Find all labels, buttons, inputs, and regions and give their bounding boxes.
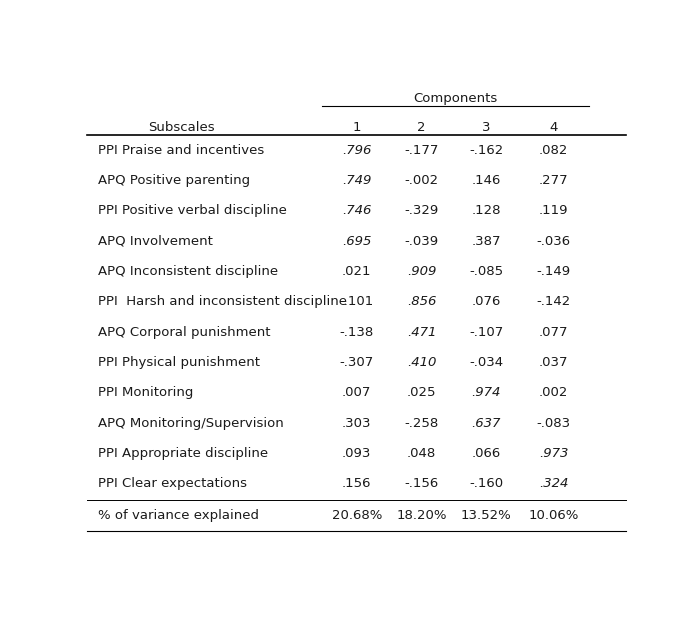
Text: .471: .471 (406, 326, 436, 339)
Text: -.142: -.142 (537, 295, 571, 308)
Text: .077: .077 (539, 326, 569, 339)
Text: -.083: -.083 (537, 417, 571, 430)
Text: .387: .387 (471, 235, 501, 248)
Text: PPI  Harsh and inconsistent discipline: PPI Harsh and inconsistent discipline (97, 295, 347, 308)
Text: PPI Clear expectations: PPI Clear expectations (97, 477, 247, 490)
Text: .082: .082 (539, 144, 568, 157)
Text: APQ Corporal punishment: APQ Corporal punishment (97, 326, 270, 339)
Text: -.258: -.258 (404, 417, 438, 430)
Text: .093: .093 (342, 447, 372, 460)
Text: 2: 2 (417, 120, 426, 134)
Text: -.085: -.085 (469, 265, 503, 278)
Text: -.307: -.307 (340, 356, 374, 369)
Text: 1: 1 (352, 120, 361, 134)
Text: -.036: -.036 (537, 235, 571, 248)
Text: .909: .909 (406, 265, 436, 278)
Text: PPI Praise and incentives: PPI Praise and incentives (97, 144, 264, 157)
Text: 20.68%: 20.68% (331, 509, 382, 522)
Text: Components: Components (413, 92, 497, 105)
Text: PPI Physical punishment: PPI Physical punishment (97, 356, 260, 369)
Text: .025: .025 (406, 386, 436, 399)
Text: 18.20%: 18.20% (396, 509, 447, 522)
Text: APQ Inconsistent discipline: APQ Inconsistent discipline (97, 265, 278, 278)
Text: -.156: -.156 (404, 477, 438, 490)
Text: -.101: -.101 (340, 295, 374, 308)
Text: .856: .856 (406, 295, 436, 308)
Text: -.107: -.107 (469, 326, 503, 339)
Text: .037: .037 (539, 356, 569, 369)
Text: APQ Positive parenting: APQ Positive parenting (97, 174, 250, 187)
Text: Subscales: Subscales (148, 120, 214, 134)
Text: .796: .796 (342, 144, 372, 157)
Text: .303: .303 (342, 417, 372, 430)
Text: .021: .021 (342, 265, 372, 278)
Text: 13.52%: 13.52% (461, 509, 512, 522)
Text: % of variance explained: % of variance explained (97, 509, 259, 522)
Text: 4: 4 (549, 120, 557, 134)
Text: .324: .324 (539, 477, 568, 490)
Text: -.138: -.138 (340, 326, 374, 339)
Text: -.162: -.162 (469, 144, 503, 157)
Text: .277: .277 (539, 174, 569, 187)
Text: .048: .048 (406, 447, 436, 460)
Text: .076: .076 (471, 295, 501, 308)
Text: .146: .146 (471, 174, 501, 187)
Text: .695: .695 (342, 235, 372, 248)
Text: .156: .156 (342, 477, 372, 490)
Text: APQ Monitoring/Supervision: APQ Monitoring/Supervision (97, 417, 283, 430)
Text: -.329: -.329 (404, 204, 438, 217)
Text: 10.06%: 10.06% (528, 509, 579, 522)
Text: .128: .128 (471, 204, 501, 217)
Text: .066: .066 (471, 447, 501, 460)
Text: -.149: -.149 (537, 265, 571, 278)
Text: APQ Involvement: APQ Involvement (97, 235, 213, 248)
Text: -.177: -.177 (404, 144, 438, 157)
Text: -.002: -.002 (404, 174, 438, 187)
Text: 3: 3 (482, 120, 491, 134)
Text: -.039: -.039 (404, 235, 438, 248)
Text: .746: .746 (342, 204, 372, 217)
Text: .119: .119 (539, 204, 569, 217)
Text: .002: .002 (539, 386, 568, 399)
Text: .410: .410 (406, 356, 436, 369)
Text: PPI Monitoring: PPI Monitoring (97, 386, 193, 399)
Text: .974: .974 (471, 386, 501, 399)
Text: -.034: -.034 (469, 356, 503, 369)
Text: PPI Positive verbal discipline: PPI Positive verbal discipline (97, 204, 287, 217)
Text: .973: .973 (539, 447, 568, 460)
Text: -.160: -.160 (469, 477, 503, 490)
Text: .749: .749 (342, 174, 372, 187)
Text: .637: .637 (471, 417, 501, 430)
Text: PPI Appropriate discipline: PPI Appropriate discipline (97, 447, 268, 460)
Text: .007: .007 (342, 386, 372, 399)
